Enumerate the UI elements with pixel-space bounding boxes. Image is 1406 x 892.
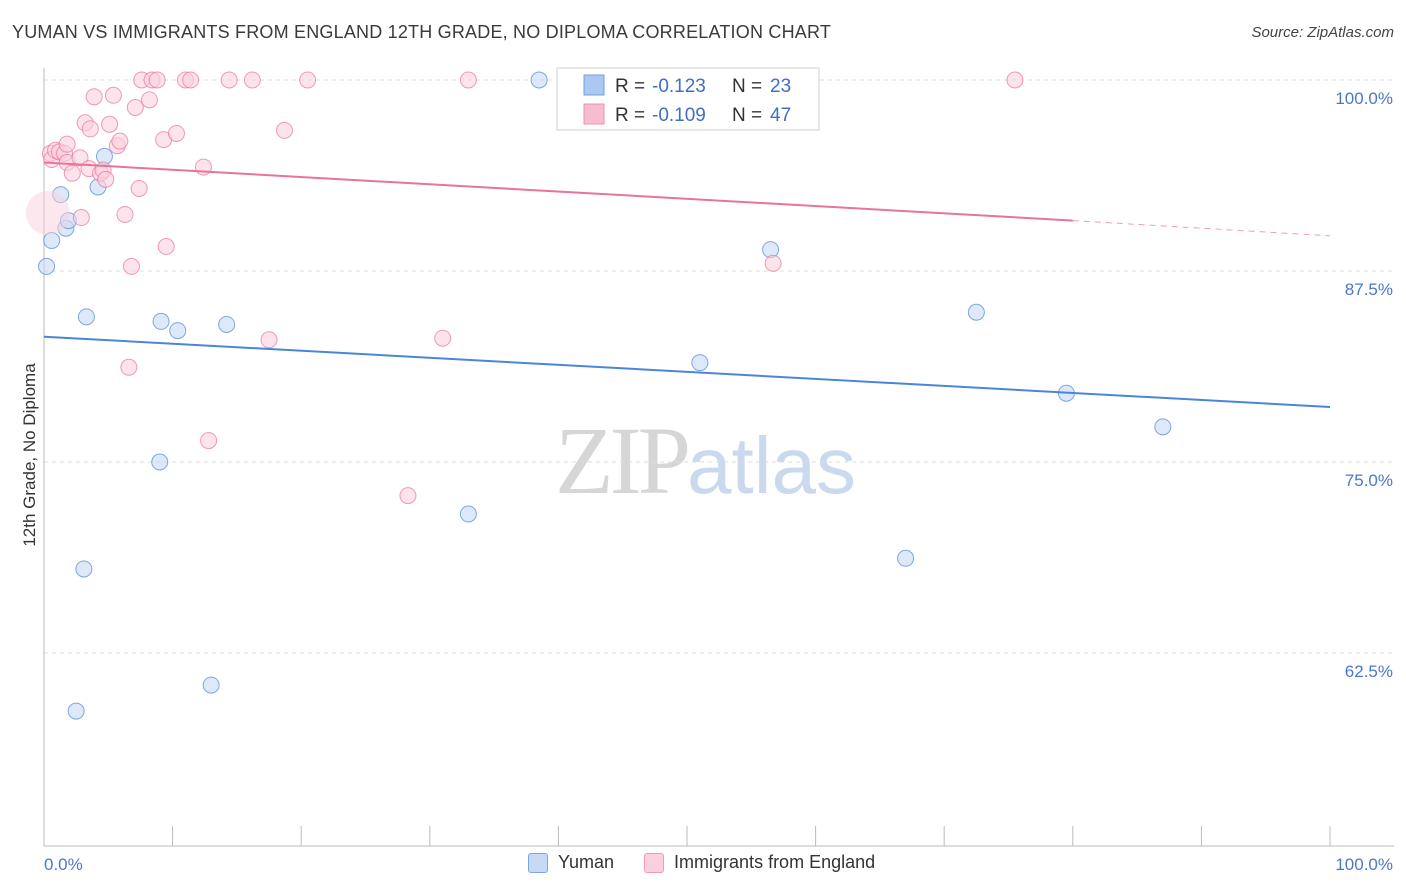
chart-title: YUMAN VS IMMIGRANTS FROM ENGLAND 12TH GR… <box>12 22 832 42</box>
trend-line-extension <box>1072 220 1331 237</box>
stats-n-label: N = <box>732 105 762 126</box>
point-yuman <box>218 315 236 333</box>
point-immigrants-from-england <box>243 71 261 89</box>
point-immigrants-from-england <box>72 209 90 227</box>
y-tick-label: 75.0% <box>1345 471 1393 490</box>
stats-swatch <box>583 74 605 96</box>
point-yuman <box>38 257 56 275</box>
point-immigrants-from-england <box>200 432 218 450</box>
stats-n-label: N = <box>732 76 762 97</box>
point-yuman <box>67 702 85 720</box>
legend-label-immigrants-from-england: Immigrants from England <box>674 852 876 872</box>
point-immigrants-from-england <box>1006 71 1024 89</box>
point-immigrants-from-england <box>182 71 200 89</box>
legend-swatch-immigrants-from-england <box>644 852 665 873</box>
point-immigrants-from-england <box>58 135 76 153</box>
stats-r-label: R = <box>615 105 645 126</box>
point-immigrants-from-england <box>120 358 138 376</box>
legend-item-immigrants-from-england[interactable]: Immigrants from England <box>644 852 875 873</box>
trend-line-immigrants-from-england <box>43 161 1073 222</box>
point-immigrants-from-england <box>157 238 175 256</box>
point-immigrants-from-england <box>97 170 115 188</box>
watermark: ZIPatlas <box>555 405 856 516</box>
point-immigrants-from-england <box>260 331 278 349</box>
point-yuman <box>151 453 169 471</box>
point-immigrants-from-england <box>101 115 119 133</box>
point-yuman <box>77 308 95 326</box>
bottom-legend: Yuman Immigrants from England <box>528 852 905 873</box>
point-yuman <box>897 549 915 567</box>
point-immigrants-from-england <box>434 329 452 347</box>
point-immigrants-from-england <box>764 254 782 272</box>
y-tick-label: 100.0% <box>1335 89 1393 108</box>
stats-r-value: -0.123 <box>652 76 706 97</box>
y-tick-label: 87.5% <box>1345 280 1393 299</box>
y-tick-label: 62.5% <box>1345 662 1393 681</box>
point-yuman <box>75 560 93 578</box>
point-yuman <box>967 303 985 321</box>
stats-n-value: 23 <box>770 76 791 97</box>
watermark-zip: ZIP <box>555 407 691 514</box>
stats-r-label: R = <box>615 76 645 97</box>
point-immigrants-from-england <box>81 120 99 138</box>
point-immigrants-from-england <box>122 257 140 275</box>
point-immigrants-from-england <box>299 71 317 89</box>
point-yuman <box>762 241 780 259</box>
legend-label-yuman: Yuman <box>558 852 615 872</box>
point-immigrants-from-england <box>148 71 166 89</box>
point-yuman <box>530 71 548 89</box>
point-yuman <box>169 322 187 340</box>
point-immigrants-from-england <box>140 91 158 109</box>
point-immigrants-from-england <box>126 99 144 117</box>
point-immigrants-from-england <box>130 179 148 197</box>
point-immigrants-from-england <box>63 164 81 182</box>
point-yuman <box>459 505 477 523</box>
trend-line-yuman <box>43 335 1331 408</box>
point-immigrants-from-england <box>275 121 293 139</box>
point-yuman <box>202 676 220 694</box>
x-tick-label: 100.0% <box>1335 855 1393 874</box>
point-immigrants-from-england <box>459 71 477 89</box>
point-immigrants-from-england <box>167 124 185 142</box>
point-immigrants-from-england <box>220 71 238 89</box>
source-label: Source: ZipAtlas.com <box>1251 24 1394 41</box>
legend-swatch-yuman <box>528 852 548 873</box>
point-immigrants-from-england <box>25 190 70 235</box>
point-immigrants-from-england <box>85 88 103 106</box>
point-yuman <box>691 354 709 372</box>
legend-item-yuman[interactable]: Yuman <box>528 852 614 873</box>
point-immigrants-from-england <box>116 205 134 223</box>
point-yuman <box>152 312 170 330</box>
point-immigrants-from-england <box>104 86 122 104</box>
x-tick-label: 0.0% <box>44 855 83 874</box>
watermark-atlas: atlas <box>687 421 856 510</box>
stats-swatch <box>583 103 605 125</box>
stats-r-value: -0.109 <box>652 105 706 126</box>
point-immigrants-from-england <box>111 132 129 150</box>
point-yuman <box>1154 418 1172 436</box>
stats-n-value: 47 <box>770 105 791 126</box>
point-immigrants-from-england <box>399 487 417 505</box>
